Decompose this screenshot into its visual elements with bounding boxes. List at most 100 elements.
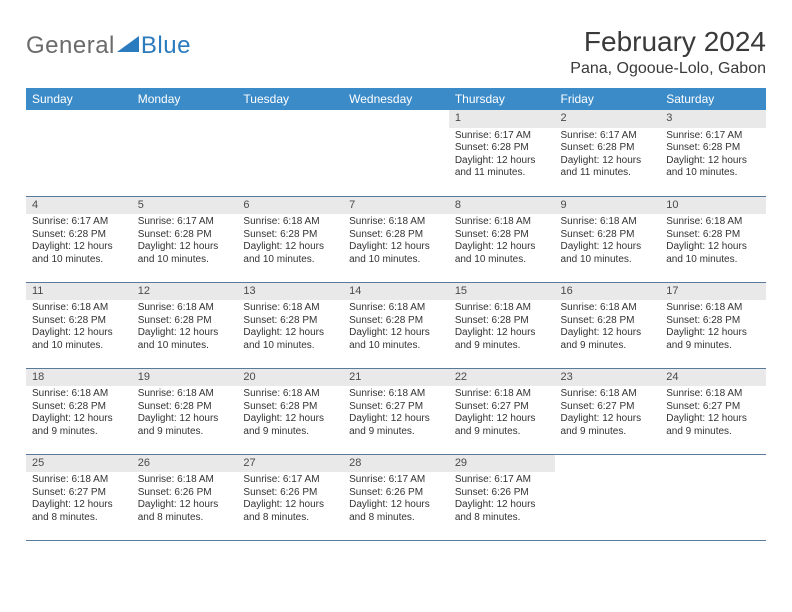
- day-body: Sunrise: 6:18 AMSunset: 6:28 PMDaylight:…: [26, 386, 132, 442]
- daylight-line2: and 9 minutes.: [455, 426, 549, 439]
- daylight-line2: and 9 minutes.: [666, 340, 760, 353]
- weekday-header: Friday: [555, 88, 661, 110]
- calendar-empty: [343, 110, 449, 196]
- daylight-line2: and 9 minutes.: [243, 426, 337, 439]
- day-body: Sunrise: 6:18 AMSunset: 6:27 PMDaylight:…: [449, 386, 555, 442]
- day-number: 23: [555, 369, 661, 387]
- sunset: Sunset: 6:28 PM: [32, 401, 126, 414]
- day-number: 27: [237, 455, 343, 473]
- day-number: 25: [26, 455, 132, 473]
- sunrise: Sunrise: 6:18 AM: [349, 302, 443, 315]
- calendar-day: 2Sunrise: 6:17 AMSunset: 6:28 PMDaylight…: [555, 110, 661, 196]
- calendar-day: 9Sunrise: 6:18 AMSunset: 6:28 PMDaylight…: [555, 196, 661, 282]
- daylight-line2: and 9 minutes.: [455, 340, 549, 353]
- daylight-line1: Daylight: 12 hours: [32, 241, 126, 254]
- daylight-line1: Daylight: 12 hours: [666, 241, 760, 254]
- sunset: Sunset: 6:28 PM: [243, 315, 337, 328]
- title-block: February 2024 Pana, Ogooue-Lolo, Gabon: [570, 26, 766, 78]
- daylight-line1: Daylight: 12 hours: [349, 327, 443, 340]
- sunset: Sunset: 6:28 PM: [243, 401, 337, 414]
- daylight-line1: Daylight: 12 hours: [666, 155, 760, 168]
- location: Pana, Ogooue-Lolo, Gabon: [570, 60, 766, 78]
- sunrise: Sunrise: 6:17 AM: [561, 130, 655, 143]
- day-number: 2: [555, 110, 661, 128]
- day-number: 6: [237, 197, 343, 215]
- weekday-header: Saturday: [660, 88, 766, 110]
- daylight-line1: Daylight: 12 hours: [561, 155, 655, 168]
- sunset: Sunset: 6:26 PM: [243, 487, 337, 500]
- sunrise: Sunrise: 6:18 AM: [349, 216, 443, 229]
- day-number: 26: [132, 455, 238, 473]
- daylight-line1: Daylight: 12 hours: [455, 241, 549, 254]
- day-number: 18: [26, 369, 132, 387]
- logo: General Blue: [26, 26, 191, 60]
- daylight-line2: and 10 minutes.: [561, 254, 655, 267]
- day-number: 13: [237, 283, 343, 301]
- day-number: 10: [660, 197, 766, 215]
- day-number: 4: [26, 197, 132, 215]
- weekday-header: Thursday: [449, 88, 555, 110]
- sunrise: Sunrise: 6:17 AM: [666, 130, 760, 143]
- day-body: Sunrise: 6:17 AMSunset: 6:26 PMDaylight:…: [343, 472, 449, 528]
- calendar-day: 28Sunrise: 6:17 AMSunset: 6:26 PMDayligh…: [343, 454, 449, 540]
- day-body: Sunrise: 6:18 AMSunset: 6:28 PMDaylight:…: [132, 300, 238, 356]
- day-body: Sunrise: 6:17 AMSunset: 6:28 PMDaylight:…: [660, 128, 766, 184]
- sunrise: Sunrise: 6:18 AM: [666, 388, 760, 401]
- sunrise: Sunrise: 6:18 AM: [455, 216, 549, 229]
- sunset: Sunset: 6:28 PM: [666, 229, 760, 242]
- sunrise: Sunrise: 6:17 AM: [243, 474, 337, 487]
- day-body: Sunrise: 6:18 AMSunset: 6:28 PMDaylight:…: [237, 214, 343, 270]
- daylight-line1: Daylight: 12 hours: [349, 241, 443, 254]
- calendar-day: 14Sunrise: 6:18 AMSunset: 6:28 PMDayligh…: [343, 282, 449, 368]
- sunrise: Sunrise: 6:18 AM: [349, 388, 443, 401]
- day-body: Sunrise: 6:17 AMSunset: 6:28 PMDaylight:…: [449, 128, 555, 184]
- sunset: Sunset: 6:27 PM: [666, 401, 760, 414]
- daylight-line2: and 10 minutes.: [138, 254, 232, 267]
- sunrise: Sunrise: 6:18 AM: [138, 388, 232, 401]
- daylight-line2: and 10 minutes.: [349, 254, 443, 267]
- day-body: Sunrise: 6:17 AMSunset: 6:26 PMDaylight:…: [237, 472, 343, 528]
- calendar-day: 25Sunrise: 6:18 AMSunset: 6:27 PMDayligh…: [26, 454, 132, 540]
- sunrise: Sunrise: 6:18 AM: [455, 388, 549, 401]
- day-number: 28: [343, 455, 449, 473]
- daylight-line1: Daylight: 12 hours: [243, 499, 337, 512]
- day-number: 20: [237, 369, 343, 387]
- sunset: Sunset: 6:28 PM: [138, 401, 232, 414]
- day-number: 11: [26, 283, 132, 301]
- day-body: Sunrise: 6:18 AMSunset: 6:28 PMDaylight:…: [343, 214, 449, 270]
- daylight-line1: Daylight: 12 hours: [561, 241, 655, 254]
- day-body: Sunrise: 6:17 AMSunset: 6:28 PMDaylight:…: [555, 128, 661, 184]
- daylight-line1: Daylight: 12 hours: [455, 327, 549, 340]
- calendar-week: 4Sunrise: 6:17 AMSunset: 6:28 PMDaylight…: [26, 196, 766, 282]
- daylight-line2: and 10 minutes.: [243, 340, 337, 353]
- daylight-line2: and 8 minutes.: [349, 512, 443, 525]
- daylight-line1: Daylight: 12 hours: [138, 413, 232, 426]
- sunrise: Sunrise: 6:18 AM: [561, 216, 655, 229]
- calendar-day: 24Sunrise: 6:18 AMSunset: 6:27 PMDayligh…: [660, 368, 766, 454]
- sunset: Sunset: 6:28 PM: [243, 229, 337, 242]
- calendar-day: 1Sunrise: 6:17 AMSunset: 6:28 PMDaylight…: [449, 110, 555, 196]
- calendar-week: 11Sunrise: 6:18 AMSunset: 6:28 PMDayligh…: [26, 282, 766, 368]
- sunrise: Sunrise: 6:18 AM: [138, 474, 232, 487]
- calendar-day: 4Sunrise: 6:17 AMSunset: 6:28 PMDaylight…: [26, 196, 132, 282]
- daylight-line2: and 8 minutes.: [32, 512, 126, 525]
- daylight-line2: and 8 minutes.: [243, 512, 337, 525]
- sunset: Sunset: 6:28 PM: [455, 315, 549, 328]
- logo-text-general: General: [26, 32, 115, 60]
- day-body: Sunrise: 6:18 AMSunset: 6:28 PMDaylight:…: [237, 300, 343, 356]
- triangle-icon: [117, 34, 139, 59]
- sunrise: Sunrise: 6:18 AM: [243, 388, 337, 401]
- day-number: 17: [660, 283, 766, 301]
- calendar-day: 17Sunrise: 6:18 AMSunset: 6:28 PMDayligh…: [660, 282, 766, 368]
- day-body: Sunrise: 6:18 AMSunset: 6:27 PMDaylight:…: [26, 472, 132, 528]
- calendar-day: 10Sunrise: 6:18 AMSunset: 6:28 PMDayligh…: [660, 196, 766, 282]
- sunset: Sunset: 6:28 PM: [561, 229, 655, 242]
- sunset: Sunset: 6:26 PM: [138, 487, 232, 500]
- sunrise: Sunrise: 6:18 AM: [666, 216, 760, 229]
- calendar-day: 16Sunrise: 6:18 AMSunset: 6:28 PMDayligh…: [555, 282, 661, 368]
- day-body: Sunrise: 6:18 AMSunset: 6:28 PMDaylight:…: [660, 300, 766, 356]
- sunrise: Sunrise: 6:18 AM: [561, 302, 655, 315]
- calendar-day: 5Sunrise: 6:17 AMSunset: 6:28 PMDaylight…: [132, 196, 238, 282]
- daylight-line1: Daylight: 12 hours: [243, 241, 337, 254]
- sunset: Sunset: 6:28 PM: [138, 315, 232, 328]
